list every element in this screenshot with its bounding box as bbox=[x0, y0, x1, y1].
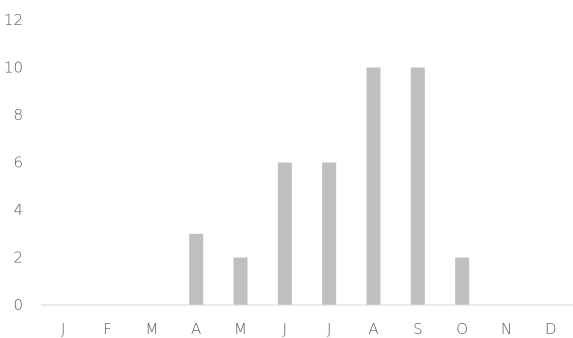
y-tick-label: 0 bbox=[13, 296, 23, 314]
x-tick-label: A bbox=[368, 320, 378, 338]
y-tick-label: 8 bbox=[13, 106, 23, 124]
bars bbox=[189, 67, 470, 305]
x-tick-label: D bbox=[545, 320, 557, 338]
x-tick-label: M bbox=[234, 320, 247, 338]
bar bbox=[277, 162, 292, 305]
x-tick-label: A bbox=[191, 320, 201, 338]
x-tick-label: O bbox=[456, 320, 468, 338]
y-tick-label: 6 bbox=[13, 154, 23, 172]
bar bbox=[189, 233, 204, 305]
x-tick-label: J bbox=[283, 320, 287, 338]
y-axis-ticks: 0 2 4 6 8 10 12 bbox=[4, 11, 23, 314]
bar bbox=[410, 67, 425, 305]
x-tick-label: M bbox=[145, 320, 158, 338]
y-tick-label: 10 bbox=[4, 59, 23, 77]
x-tick-label: N bbox=[501, 320, 512, 338]
x-tick-label: S bbox=[413, 320, 423, 338]
bar bbox=[233, 257, 248, 305]
x-tick-label: F bbox=[103, 320, 112, 338]
bar bbox=[455, 257, 470, 305]
y-tick-label: 4 bbox=[13, 201, 23, 219]
bar bbox=[322, 162, 337, 305]
y-tick-label: 12 bbox=[4, 11, 23, 29]
bar bbox=[366, 67, 381, 305]
y-tick-label: 2 bbox=[13, 249, 23, 267]
x-tick-label: J bbox=[327, 320, 331, 338]
x-tick-label: J bbox=[61, 320, 65, 338]
